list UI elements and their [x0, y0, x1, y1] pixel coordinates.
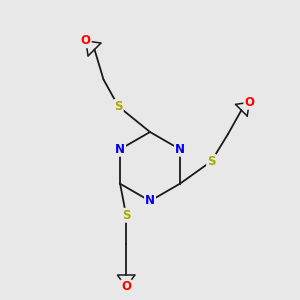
Text: N: N	[175, 143, 185, 156]
Text: S: S	[207, 155, 216, 168]
Text: O: O	[81, 34, 91, 47]
Text: N: N	[115, 143, 125, 156]
Text: S: S	[122, 209, 130, 222]
Text: O: O	[121, 280, 131, 293]
Text: O: O	[244, 96, 254, 109]
Text: N: N	[145, 194, 155, 208]
Text: S: S	[114, 100, 123, 113]
